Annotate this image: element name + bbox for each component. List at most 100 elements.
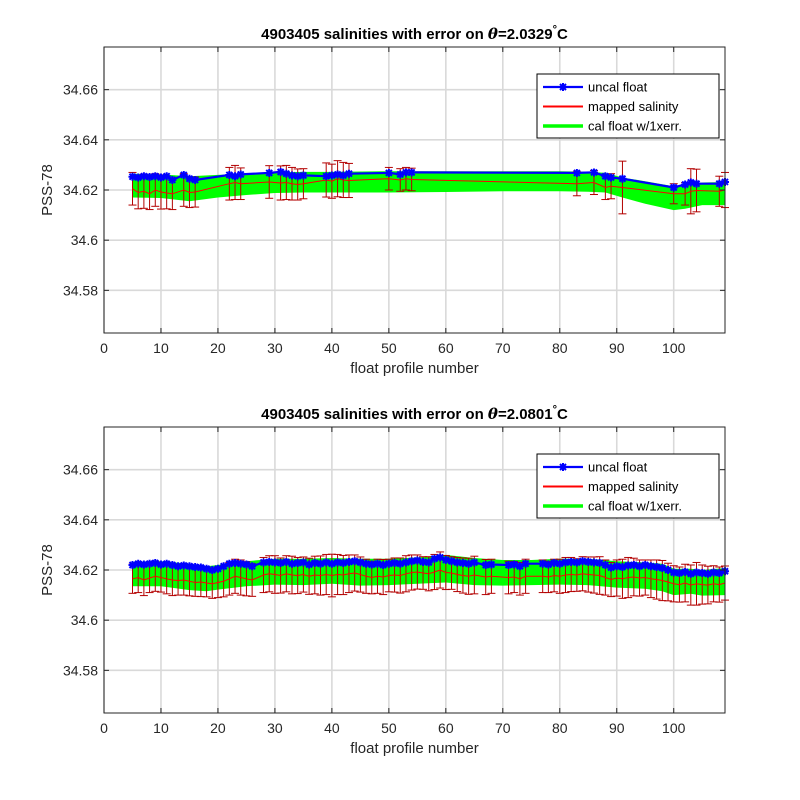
y-tick-label: 34.6 <box>71 232 98 248</box>
uncal-float-point <box>305 560 314 569</box>
uncal-float-point <box>134 173 143 182</box>
x-tick-label: 90 <box>609 340 625 356</box>
uncal-float-point <box>703 569 712 578</box>
uncal-float-point <box>390 558 399 567</box>
uncal-float-point <box>299 558 308 567</box>
uncal-float-point <box>692 568 701 577</box>
uncal-float-point <box>344 169 353 178</box>
legend-label: uncal float <box>588 460 648 475</box>
uncal-float-point <box>333 170 342 179</box>
uncal-float-point <box>293 558 302 567</box>
uncal-float-point <box>470 558 479 567</box>
uncal-float-point <box>179 561 188 570</box>
uncal-float-point <box>589 168 598 177</box>
uncal-float-point <box>202 564 211 573</box>
uncal-float-point <box>618 562 627 571</box>
y-tick-label: 34.62 <box>63 182 98 198</box>
uncal-float-point <box>327 559 336 568</box>
uncal-float-point <box>584 557 593 566</box>
uncal-float-point <box>196 563 205 572</box>
uncal-float-point <box>379 560 388 569</box>
uncal-float-point <box>521 559 530 568</box>
uncal-float-point <box>629 560 638 569</box>
uncal-float-point <box>384 559 393 568</box>
mapped-salinity-line <box>132 569 726 586</box>
uncal-float-point <box>401 168 410 177</box>
uncal-float-point <box>396 559 405 568</box>
mapped-salinity-line <box>132 178 726 195</box>
title-degree: ° <box>553 404 557 416</box>
uncal-float-point <box>293 172 302 181</box>
uncal-float-point <box>145 559 154 568</box>
uncal-float-point <box>384 168 393 177</box>
uncal-float-point <box>396 170 405 179</box>
title-value: =2.0801 <box>498 406 553 423</box>
uncal-float-point <box>401 558 410 567</box>
uncal-float-point <box>481 560 490 569</box>
uncal-float-point <box>607 563 616 572</box>
y-tick-label: 34.58 <box>63 662 98 678</box>
uncal-float-point <box>288 171 297 180</box>
uncal-float-point <box>544 560 553 569</box>
uncal-float-point <box>134 559 143 568</box>
uncal-float-point <box>664 566 673 574</box>
uncal-float-point <box>236 170 245 179</box>
uncal-float-point <box>299 171 308 180</box>
uncal-float-point <box>715 569 724 578</box>
x-tick-label: 80 <box>552 340 568 356</box>
uncal-float-point <box>453 558 462 567</box>
uncal-float-point <box>276 167 285 176</box>
uncal-float-point <box>156 173 165 182</box>
title-degree: ° <box>553 24 557 36</box>
y-tick-label: 34.58 <box>63 282 98 298</box>
uncal-float-point <box>413 556 422 565</box>
uncal-float-point <box>270 558 279 567</box>
uncal-float-point <box>225 170 234 179</box>
y-tick-label: 34.66 <box>63 82 98 98</box>
uncal-float-point <box>447 557 456 566</box>
uncal-float-point <box>681 180 690 189</box>
uncal-float-point <box>231 558 240 567</box>
uncal-float-point <box>265 557 274 566</box>
uncal-float-point <box>618 174 627 183</box>
uncal-float-point <box>698 569 707 578</box>
title-theta: θ <box>488 25 498 43</box>
uncal-float-point <box>362 559 371 568</box>
legend-label: mapped salinity <box>588 99 679 114</box>
x-tick-label: 40 <box>324 720 340 736</box>
uncal-float-point <box>686 178 695 187</box>
y-tick-label: 34.64 <box>63 132 98 148</box>
uncal-float-point <box>487 560 496 569</box>
uncal-float-point <box>550 558 559 567</box>
y-axis-label: PSS-78 <box>39 164 56 216</box>
uncal-float-point <box>561 558 570 567</box>
uncal-float-point <box>458 558 467 567</box>
x-tick-label: 10 <box>153 340 169 356</box>
uncal-float-point <box>669 183 678 192</box>
uncal-float-point <box>601 560 610 569</box>
uncal-float-point <box>276 558 285 567</box>
uncal-float-point <box>652 562 661 571</box>
x-tick-label: 30 <box>267 340 283 356</box>
uncal-float-point <box>327 171 336 180</box>
uncal-float-point <box>641 560 650 569</box>
uncal-float-point <box>595 558 604 567</box>
uncal-float-point <box>145 172 154 181</box>
uncal-float-point <box>179 170 188 179</box>
uncal-float-point <box>646 562 655 571</box>
uncal-float-point <box>151 558 160 567</box>
uncal-float-point <box>578 557 587 566</box>
uncal-float-point <box>310 558 319 567</box>
uncal-float-point <box>715 179 724 188</box>
uncal-float-point <box>589 558 598 567</box>
uncal-float-point <box>174 562 183 571</box>
uncal-float-point <box>367 560 376 569</box>
uncal-float-point <box>219 562 228 571</box>
uncal-float-point <box>236 559 245 568</box>
chart-title: 4903405 salinities with error on θ=2.032… <box>261 24 568 43</box>
legend-marker <box>559 463 567 471</box>
x-tick-label: 10 <box>153 720 169 736</box>
uncal-float-point <box>635 562 644 571</box>
uncal-float-point <box>567 557 576 566</box>
